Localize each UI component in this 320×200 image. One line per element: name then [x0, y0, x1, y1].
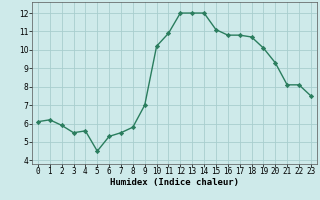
X-axis label: Humidex (Indice chaleur): Humidex (Indice chaleur): [110, 178, 239, 187]
